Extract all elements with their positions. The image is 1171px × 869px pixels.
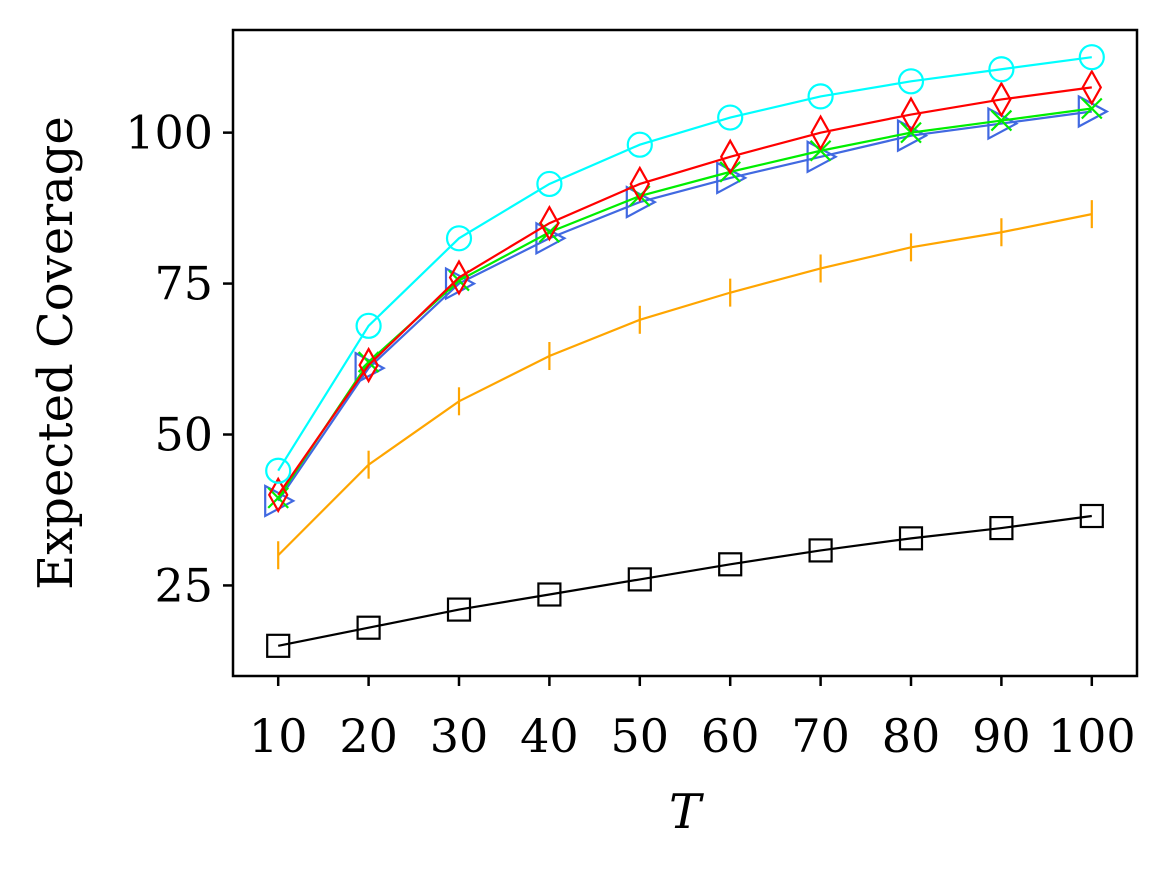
data-point-black-square <box>989 515 1014 541</box>
series-layer <box>264 44 1110 658</box>
data-point-blue-triangle <box>987 106 1019 141</box>
series-line-black-square <box>277 514 1092 647</box>
x-tick-label: 90 <box>972 709 1031 763</box>
data-point-red-diamond <box>358 346 379 384</box>
data-point-red-diamond <box>539 204 560 242</box>
series-orange-vline <box>277 200 1093 570</box>
series-line-red-diamond <box>277 86 1092 496</box>
data-point-black-square <box>898 526 924 551</box>
data-point-black-square <box>1079 503 1104 529</box>
y-tick-label: 100 <box>125 106 213 160</box>
data-point-green-x <box>990 109 1013 132</box>
data-point-black-square <box>356 615 381 640</box>
data-point-black-square <box>808 538 833 563</box>
x-tick-label: 10 <box>249 709 308 763</box>
x-tick-label: 40 <box>520 709 579 763</box>
series-red-diamond <box>267 69 1103 514</box>
data-point-red-diamond <box>719 138 741 176</box>
x-tick-label: 30 <box>430 709 489 763</box>
data-point-cyan-circle <box>988 56 1015 83</box>
data-point-green-x <box>1081 97 1103 120</box>
data-point-red-diamond <box>448 259 470 296</box>
data-point-black-square <box>718 552 743 577</box>
data-point-blue-triangle <box>1077 94 1110 129</box>
data-point-cyan-circle <box>626 131 653 158</box>
tick-layer: 10 20 30 40 50 60 70 80 90 100 25 50 75 100 <box>125 106 1136 763</box>
series-line-orange-vline <box>277 213 1093 557</box>
series-line-blue-triangle <box>277 110 1092 502</box>
series-cyan-circle <box>265 44 1105 484</box>
series-line-cyan-circle <box>277 56 1092 472</box>
data-point-black-square <box>537 582 562 607</box>
series-line-green-x <box>277 107 1092 499</box>
data-point-black-square <box>446 597 472 622</box>
x-tick-label: 50 <box>611 709 670 763</box>
data-point-red-diamond <box>629 165 651 203</box>
data-point-red-diamond <box>267 476 289 514</box>
data-point-cyan-circle <box>445 225 473 252</box>
data-point-black-square <box>266 633 291 658</box>
y-tick-label: 50 <box>154 408 213 462</box>
data-point-cyan-circle <box>807 83 834 110</box>
series-black-square <box>266 503 1104 658</box>
y-tick-label: 75 <box>154 257 213 311</box>
data-point-red-diamond <box>810 114 831 151</box>
x-tick-label: 80 <box>882 709 941 763</box>
data-point-red-diamond <box>1081 69 1103 106</box>
x-tick-label: 70 <box>791 709 850 763</box>
plot-area-frame <box>231 28 1139 678</box>
data-point-cyan-circle <box>1078 44 1105 71</box>
data-point-black-square <box>627 567 652 592</box>
data-point-cyan-circle <box>717 104 744 131</box>
x-tick-label: 20 <box>339 709 398 763</box>
x-tick-label: 100 <box>1048 709 1136 763</box>
data-point-red-diamond <box>991 81 1012 118</box>
data-point-red-diamond <box>900 96 922 133</box>
y-tick-label: 25 <box>154 558 213 612</box>
y-axis-label: Expected Coverage <box>28 116 84 590</box>
data-point-cyan-circle <box>355 312 382 339</box>
data-point-cyan-circle <box>265 457 292 484</box>
data-point-cyan-circle <box>536 170 563 198</box>
x-tick-label: 60 <box>701 709 760 763</box>
x-axis-label: T <box>669 784 704 840</box>
data-point-cyan-circle <box>897 68 925 95</box>
